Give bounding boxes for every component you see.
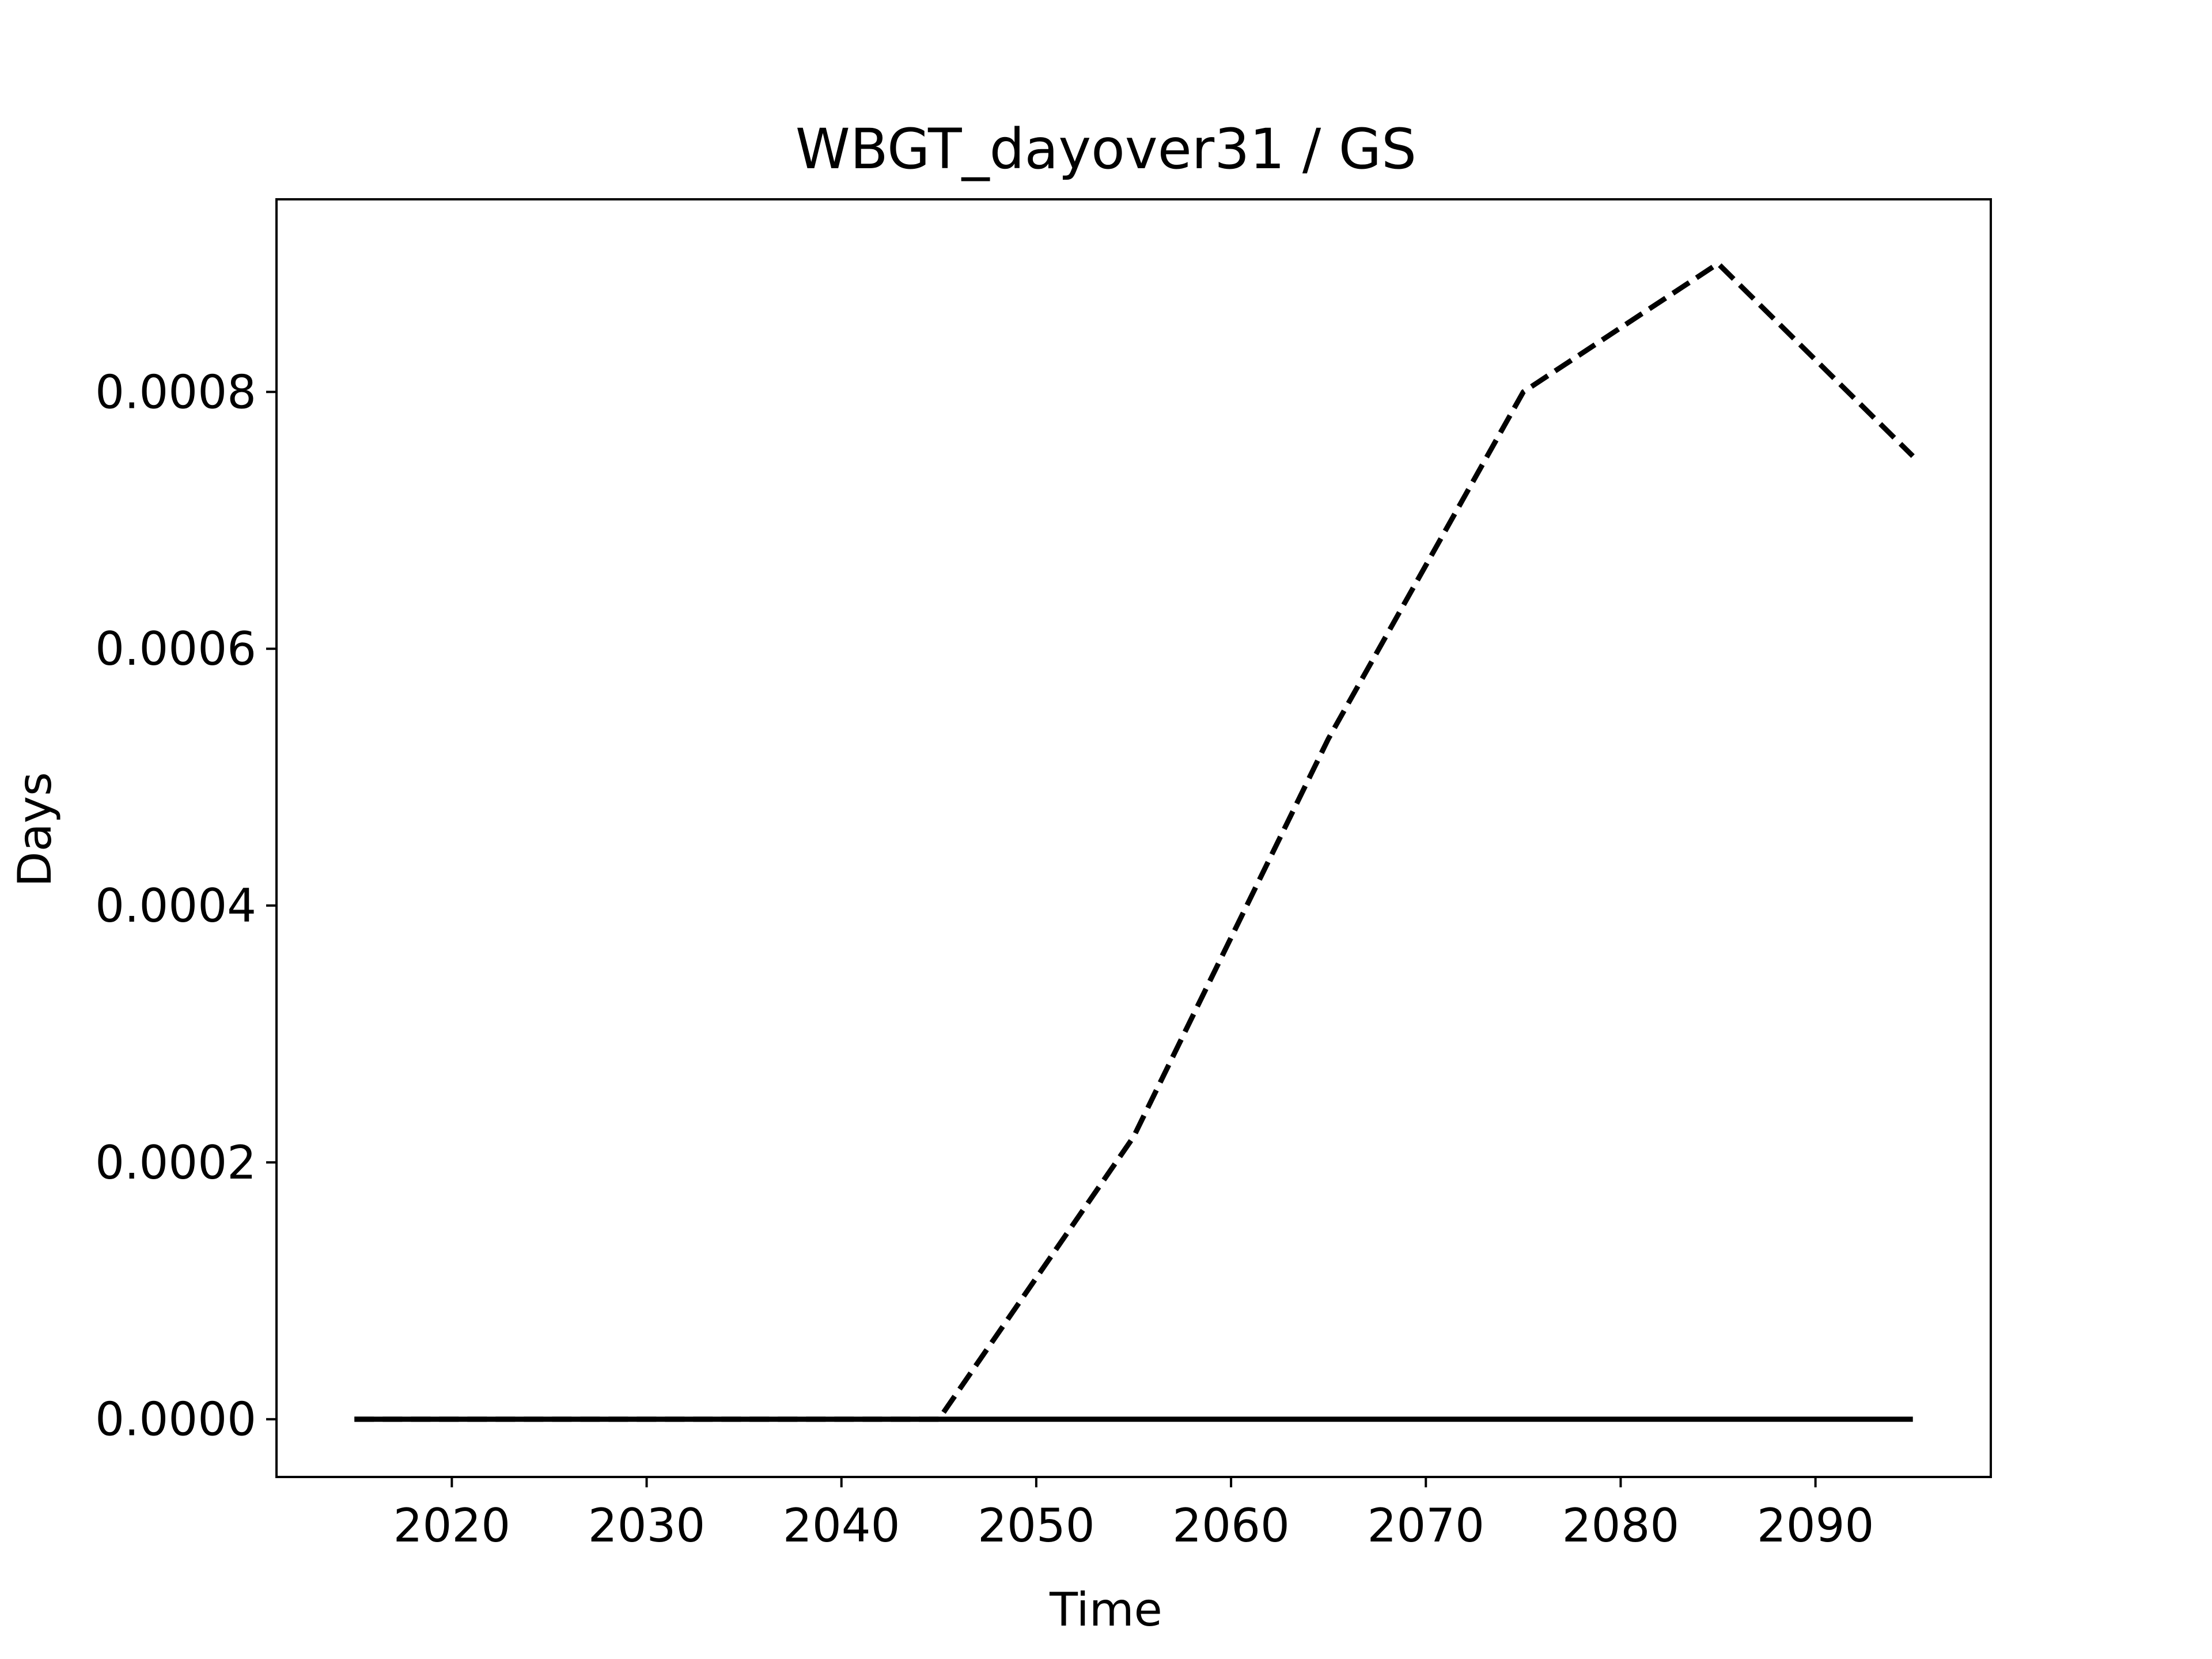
y-tick-label: 0.0006	[95, 622, 256, 676]
y-tick-label: 0.0000	[95, 1393, 256, 1446]
y-axis: 0.0000 0.0002 0.0004 0.0006 0.0008	[95, 365, 276, 1446]
y-tick-label: 0.0004	[95, 879, 256, 933]
y-tick-label: 0.0002	[95, 1136, 256, 1190]
y-axis-label: Days	[8, 772, 62, 887]
x-tick-label: 2050	[978, 1499, 1095, 1552]
x-tick-label: 2040	[783, 1499, 900, 1552]
x-axis: 2020 2030 2040 2050 2060 2070 2080 2090	[393, 1477, 1874, 1552]
x-tick-label: 2030	[588, 1499, 706, 1552]
chart-title: WBGT_dayover31 / GS	[796, 117, 1416, 181]
x-tick-label: 2090	[1757, 1499, 1874, 1552]
plot-frame	[275, 198, 1992, 1478]
plot-area	[354, 260, 1915, 1422]
y-tick-label: 0.0008	[95, 365, 256, 419]
x-tick-label: 2060	[1172, 1499, 1290, 1552]
x-tick-label: 2020	[393, 1499, 511, 1552]
x-axis-label: Time	[1049, 1583, 1162, 1637]
x-tick-label: 2080	[1562, 1499, 1680, 1552]
series-line-1	[354, 260, 1915, 1422]
x-tick-label: 2070	[1367, 1499, 1484, 1552]
